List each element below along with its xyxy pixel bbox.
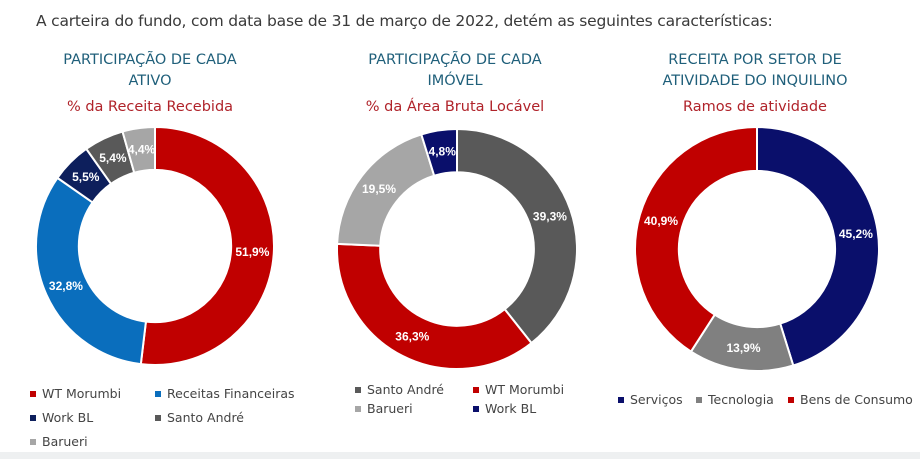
chart1-subtitle: % da Receita Recebida — [66, 99, 234, 115]
legend-item: Serviços — [618, 392, 683, 407]
legend-swatch — [473, 405, 479, 412]
data-label: 13,9% — [727, 341, 761, 355]
data-label: 40,9% — [644, 214, 678, 228]
legend-item: Santo André — [155, 410, 244, 425]
legend-label: Work BL — [485, 401, 537, 416]
legend-label: Tecnologia — [708, 392, 774, 407]
legend-label: Santo André — [167, 410, 245, 425]
data-label: 36,3% — [395, 330, 429, 344]
legend-label: Receitas Financeiras — [167, 386, 295, 401]
data-label: 39,3% — [533, 210, 567, 224]
legend-item: Work BL — [30, 410, 93, 425]
legend-item: WT Morumbi — [30, 386, 121, 401]
legend-swatch — [155, 414, 161, 421]
donut-slice-work-bl — [420, 127, 458, 177]
data-label: 32,8% — [49, 279, 83, 293]
legend-item: Santo André — [355, 382, 444, 397]
donut-slice-receitas-financeiras — [35, 176, 148, 366]
legend-swatch — [355, 405, 361, 412]
donut-slice-santo-andr- — [456, 127, 578, 345]
legend-swatch — [788, 396, 794, 403]
chart2-donut: 39,3% 36,3% 19,5% 4,8% — [336, 127, 578, 370]
legend-item: Work BL — [473, 401, 536, 416]
legend-swatch — [30, 390, 36, 397]
chart1-title: PARTICIPAÇÃO DE CADA ATIVO — [40, 50, 260, 92]
chart3-title-line2: ATIVIDADE DO INQUILINO — [662, 73, 848, 89]
donut-slice-wt-morumbi — [336, 242, 533, 370]
chart2-title-line1: PARTICIPAÇÃO DE CADA — [368, 52, 542, 68]
chart3-donut: 45,2% 13,9% 40,9% — [634, 125, 880, 372]
legend-swatch — [618, 396, 624, 403]
donut-slice-servi-os — [756, 125, 880, 367]
data-label: 19,5% — [362, 182, 396, 196]
data-label: 4,8% — [429, 145, 457, 159]
legend-swatch — [30, 438, 36, 445]
legend-swatch — [355, 386, 361, 393]
bottom-bar — [0, 452, 920, 459]
legend-label: Work BL — [42, 410, 94, 425]
legend-swatch — [473, 386, 479, 393]
chart1-title-line2: ATIVO — [128, 73, 172, 89]
legend-label: Santo André — [367, 382, 445, 397]
legend-item: Bens de Consumo — [788, 392, 913, 407]
legend-swatch — [30, 414, 36, 421]
legend-item: WT Morumbi — [473, 382, 564, 397]
chart1-donut: 51,9% 32,8% 5,5% 5,4%4,4% — [35, 125, 275, 366]
chart2-title: PARTICIPAÇÃO DE CADA IMÓVEL — [345, 50, 565, 92]
chart3-subtitle: Ramos de atividade — [683, 99, 827, 115]
legend-label: Barueri — [367, 401, 413, 416]
data-label: 45,2% — [839, 227, 873, 241]
chart1-title-line1: PARTICIPAÇÃO DE CADA — [63, 52, 237, 68]
data-label: 5,4% — [99, 151, 127, 165]
chart2-subtitle: % da Área Bruta Locável — [365, 99, 545, 115]
donut-slice-bens-de-consumo — [634, 125, 758, 353]
chart3-title: RECEITA POR SETOR DE ATIVIDADE DO INQUIL… — [640, 50, 870, 92]
donut-slice-barueri — [121, 125, 156, 174]
legend-item: Tecnologia — [696, 392, 774, 407]
chart3-title-line1: RECEITA POR SETOR DE — [668, 52, 842, 68]
data-label: 51,9% — [235, 245, 269, 259]
legend-item: Barueri — [355, 401, 413, 416]
legend-label: Serviços — [630, 392, 683, 407]
legend-label: WT Morumbi — [485, 382, 565, 397]
legend-item: Receitas Financeiras — [155, 386, 295, 401]
intro-text: A carteira do fundo, com data base de 31… — [36, 12, 773, 30]
legend-label: WT Morumbi — [42, 386, 122, 401]
data-label: 5,5% — [72, 170, 100, 184]
data-label: 4,4% — [128, 142, 156, 156]
legend-swatch — [696, 396, 702, 403]
legend-label: Barueri — [42, 434, 88, 449]
donut-slice-wt-morumbi — [139, 125, 275, 366]
legend-item: Barueri — [30, 434, 88, 449]
legend-swatch — [155, 390, 161, 397]
chart2-title-line2: IMÓVEL — [427, 73, 483, 89]
legend-label: Bens de Consumo — [800, 392, 913, 407]
